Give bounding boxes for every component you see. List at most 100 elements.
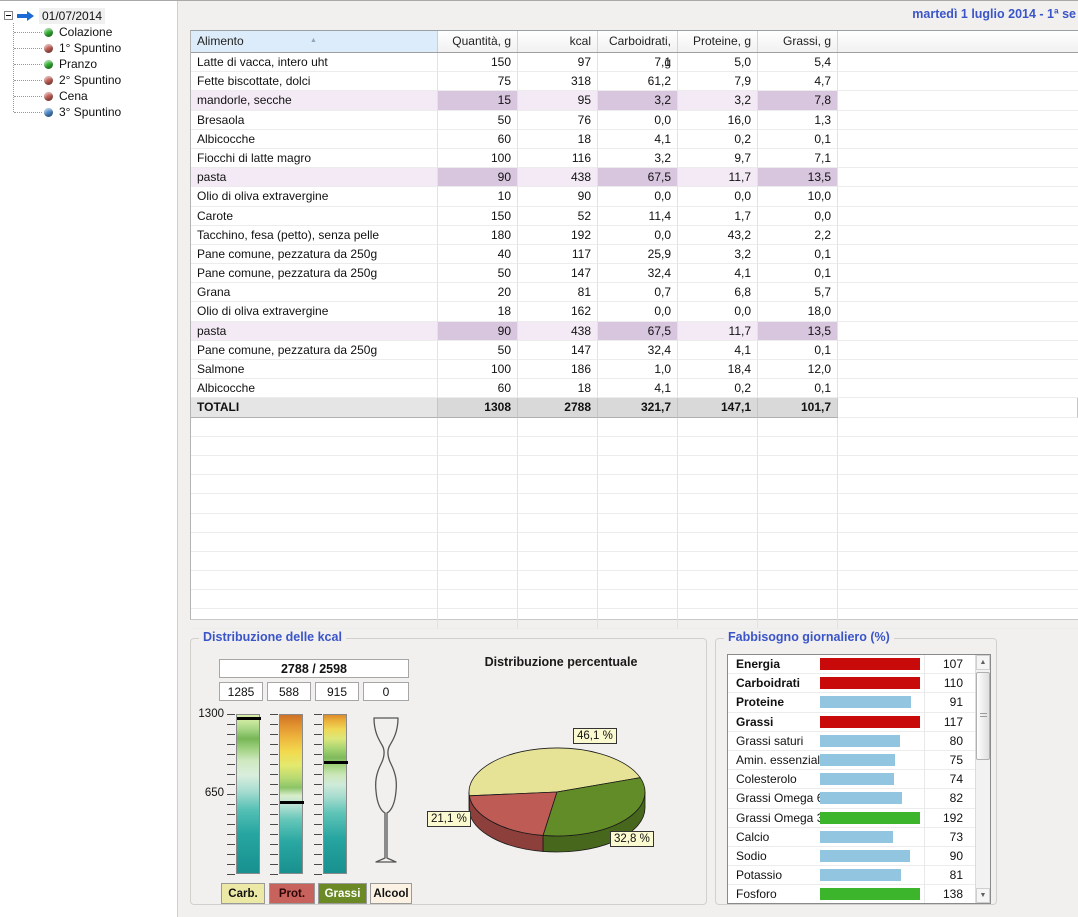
needs-value: 110 [924, 674, 975, 693]
scrollbar-up-button[interactable]: ▲ [976, 655, 990, 670]
table-cell: 4,1 [598, 129, 678, 149]
tree-item[interactable]: Cena [0, 88, 88, 104]
needs-row[interactable]: Grassi 117 [728, 712, 975, 732]
table-cell [191, 475, 438, 495]
table-cell: 13,5 [758, 321, 838, 341]
column-header-filler [838, 31, 1078, 52]
needs-scrollbar[interactable]: ▲ ▼ [975, 655, 990, 903]
table-cell [598, 609, 678, 629]
table-cell [438, 436, 518, 456]
table-cell: 95 [518, 91, 598, 111]
table-row[interactable]: pasta 90 438 67,5 11,7 13,5 [191, 321, 1078, 341]
table-row[interactable]: Salmone 100 186 1,0 18,4 12,0 [191, 360, 1078, 380]
meal-tree-panel: 01/07/2014 Colazione 1° Spuntino Pranzo 2° … [0, 1, 178, 917]
kcal-distribution-panel: Distribuzione delle kcal 2788 / 2598 128… [190, 630, 707, 905]
needs-row[interactable]: Potassio 81 [728, 866, 975, 886]
table-row[interactable]: Pane comune, pezzatura da 250g 50 147 32,4 4… [191, 264, 1078, 284]
prot-gauge [279, 714, 304, 874]
scrollbar-thumb[interactable] [976, 672, 990, 760]
table-cell: 25,9 [598, 244, 678, 265]
table-cell [518, 475, 598, 495]
table-cell [838, 207, 1078, 226]
tree-root-item[interactable]: 01/07/2014 [4, 7, 106, 24]
needs-value: 138 [924, 885, 975, 903]
needs-row[interactable]: Energia 107 [728, 655, 975, 675]
needs-row[interactable]: Fosforo 138 [728, 885, 975, 903]
table-cell [758, 551, 838, 572]
needs-bar [820, 658, 924, 671]
table-row[interactable]: Fette biscottate, dolci 75 318 61,2 7,9 4,7 [191, 72, 1078, 92]
needs-row[interactable]: Sodio 90 [728, 846, 975, 867]
empty-row [191, 609, 1078, 629]
table-row[interactable]: pasta 90 438 67,5 11,7 13,5 [191, 168, 1078, 188]
tree-collapse-toggle[interactable] [4, 11, 13, 20]
needs-row[interactable]: Colesterolo 74 [728, 770, 975, 790]
needs-panel-title: Fabbisogno giornaliero (%) [724, 630, 894, 644]
table-row[interactable]: mandorle, secche 15 95 3,2 3,2 7,8 [191, 91, 1078, 111]
needs-row[interactable]: Amin. essenziali 75 [728, 750, 975, 771]
table-row[interactable]: Latte di vacca, intero uht 150 97 7,1 5,0 5,4 [191, 53, 1078, 73]
carb-gauge [236, 714, 261, 874]
table-cell [678, 609, 758, 629]
table-body: Latte di vacca, intero uht 150 97 7,1 5,0 5,4… [191, 53, 1078, 629]
tree-item[interactable]: 3° Spuntino [0, 104, 121, 120]
table-row[interactable]: Olio di oliva extravergine 18 162 0,0 0,0 18,… [191, 302, 1078, 322]
table-cell [838, 418, 1078, 437]
table-cell: 2788 [518, 398, 598, 418]
needs-row[interactable]: Grassi Omega 6 82 [728, 789, 975, 809]
needs-label: Calcio [736, 829, 770, 844]
needs-bar [820, 715, 924, 728]
table-cell [758, 590, 838, 610]
table-row[interactable]: Albicocche 60 18 4,1 0,2 0,1 [191, 379, 1078, 399]
tree-item[interactable]: 1° Spuntino [0, 40, 121, 56]
meal-dot-icon [44, 59, 53, 69]
table-cell [838, 111, 1078, 130]
table-row[interactable]: Pane comune, pezzatura da 250g 50 147 32,4 4… [191, 340, 1078, 360]
table-cell [678, 475, 758, 495]
table-cell: 3,2 [678, 91, 758, 111]
needs-rows: Energia 107 Carboidrati 110 Proteine 91 Grassi… [728, 655, 990, 903]
table-row[interactable]: Olio di oliva extravergine 10 90 0,0 0,0 10,0 [191, 187, 1078, 207]
needs-value: 82 [924, 789, 975, 808]
table-cell [838, 149, 1078, 169]
column-header-proteine[interactable]: Proteine, g [678, 31, 758, 52]
tree-item[interactable]: Colazione [0, 24, 112, 40]
tree-item[interactable]: Pranzo [0, 56, 97, 72]
table-row[interactable]: Fiocchi di latte magro 100 116 3,2 9,7 7,1 [191, 148, 1078, 169]
column-header-carboidrati[interactable]: Carboidrati, g [598, 31, 678, 69]
needs-bar [820, 754, 924, 767]
table-cell [518, 609, 598, 629]
table-cell [838, 571, 1078, 591]
column-header-kcal[interactable]: kcal [518, 31, 598, 52]
needs-row[interactable]: Carboidrati 110 [728, 674, 975, 694]
column-header-grassi[interactable]: Grassi, g [758, 31, 838, 52]
totals-row[interactable]: TOTALI 1308 2788 321,7 147,1 101,7 [191, 398, 1078, 418]
table-cell [838, 379, 1078, 399]
table-row[interactable]: Carote 150 52 11,4 1,7 0,0 [191, 206, 1078, 226]
prot-kcal-box: 588 [267, 682, 311, 701]
table-cell: 18 [518, 379, 598, 399]
scrollbar-down-button[interactable]: ▼ [976, 888, 990, 903]
table-cell: Latte di vacca, intero uht [191, 53, 438, 73]
table-row[interactable]: Bresaola 50 76 0,0 16,0 1,3 [191, 110, 1078, 130]
table-row[interactable]: Pane comune, pezzatura da 250g 40 117 25,9 3… [191, 244, 1078, 265]
needs-row[interactable]: Grassi saturi 80 [728, 731, 975, 751]
table-row[interactable]: Grana 20 81 0,7 6,8 5,7 [191, 283, 1078, 303]
table-row[interactable]: Albicocche 60 18 4,1 0,2 0,1 [191, 129, 1078, 149]
column-header-alimento[interactable]: ▲ Alimento [191, 31, 438, 52]
needs-row[interactable]: Grassi Omega 3 192 [728, 808, 975, 828]
table-cell: Grana [191, 283, 438, 303]
table-cell [598, 590, 678, 610]
table-cell: 147,1 [678, 398, 758, 418]
table-row[interactable]: Tacchino, fesa (petto), senza pelle 180 19… [191, 225, 1078, 245]
kcal-panel-title: Distribuzione delle kcal [199, 630, 346, 644]
empty-row [191, 436, 1078, 456]
table-cell: Olio di oliva extravergine [191, 302, 438, 322]
column-header-quantita[interactable]: Quantità, g [438, 31, 518, 52]
table-cell: 4,1 [598, 379, 678, 399]
tree-item[interactable]: 2° Spuntino [0, 72, 121, 88]
needs-row[interactable]: Calcio 73 [728, 827, 975, 847]
needs-row[interactable]: Proteine 91 [728, 693, 975, 713]
table-cell [758, 475, 838, 495]
fat-gauge-marker [324, 761, 348, 765]
